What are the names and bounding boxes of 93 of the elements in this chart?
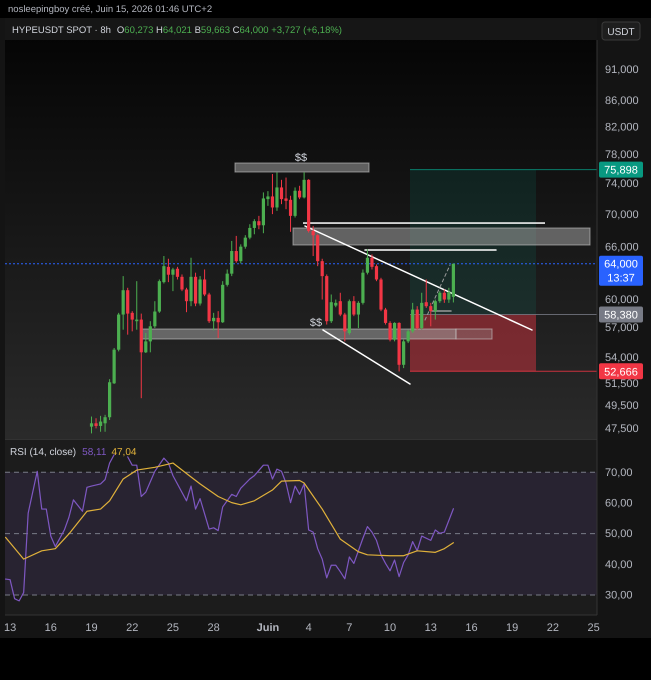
candlestick (234, 235, 238, 264)
candlestick (384, 307, 388, 326)
y-axis-title: USDT (607, 27, 635, 38)
x-tick-label: 13 (424, 622, 437, 634)
candlestick (406, 329, 410, 344)
y-tick-label: 60,00 (605, 497, 633, 510)
y-tick-label: 49,500 (605, 400, 639, 412)
chart-title: HYPEUSDT SPOT · 8h (12, 25, 111, 36)
candlestick (442, 289, 446, 304)
candlestick (252, 218, 256, 235)
x-tick-label: 13 (4, 622, 16, 634)
ref-line-label: 75,898 (604, 164, 638, 177)
candlestick (144, 332, 148, 354)
x-tick-label: 19 (85, 622, 98, 634)
x-tick-label: 22 (546, 622, 560, 634)
candlestick (388, 320, 392, 342)
candlestick (216, 310, 220, 339)
candlestick (416, 306, 419, 330)
candlestick (171, 267, 175, 292)
candlestick (338, 292, 342, 317)
text: O60,273 H64,021 B59,663 C64,000 +3,727 (+6,18%) (116, 25, 342, 36)
candlestick (392, 322, 396, 342)
y-tick-label: 54,000 (605, 352, 639, 364)
candlestick (288, 195, 292, 232)
candlestick (184, 287, 188, 313)
ref-line-label: 64,000 (604, 258, 638, 271)
candlestick (352, 296, 356, 317)
x-tick-label: 19 (506, 622, 518, 634)
annotation: 47,04 (111, 447, 137, 458)
x-tick-label: 7 (346, 622, 352, 634)
x-tick-label: 10 (384, 622, 396, 634)
ref-line-label: 52,666 (604, 366, 638, 378)
line-series (5, 462, 454, 560)
annotation: 58,11 (82, 447, 107, 458)
candlestick (275, 172, 279, 212)
text: 13:37 (607, 272, 635, 285)
y-tick-label: 51,500 (605, 378, 639, 390)
x-tick-label: 22 (126, 622, 138, 634)
text: RSI (14, close) (10, 447, 76, 458)
y-tick-label: 47,500 (605, 422, 639, 435)
chart-subtitle: nosleepingboy créé, Juin 15, 2026 01:46 UTC+2 (8, 4, 212, 15)
y-tick-label: 91,000 (605, 64, 639, 76)
candlestick (98, 415, 102, 432)
y-tick-label: 66,000 (605, 241, 639, 254)
x-tick-label: 28 (208, 622, 220, 634)
candlestick (257, 215, 260, 230)
candlestick (429, 302, 432, 327)
ref-line-label: 58,380 (604, 309, 638, 322)
y-tick-label: 74,000 (605, 178, 639, 190)
y-tick-label: 57,000 (605, 322, 639, 334)
candlestick (438, 290, 442, 304)
candlestick (320, 258, 324, 300)
y-tick-label: 70,000 (605, 208, 639, 221)
candlestick (239, 244, 242, 264)
candlestick (202, 268, 206, 297)
y-tick-label: 70,00 (605, 466, 633, 479)
annotation: $$ (310, 317, 322, 329)
candlestick (244, 234, 247, 250)
candlestick (343, 312, 346, 342)
candlestick (135, 280, 138, 330)
x-tick-label: 16 (44, 622, 57, 634)
candlestick (366, 248, 370, 275)
candlestick (148, 320, 152, 353)
candlestick (411, 302, 414, 334)
y-tick-label: 82,000 (605, 122, 639, 134)
x-tick-label: 25 (166, 622, 180, 634)
candlestick (434, 299, 437, 320)
y-tick-label: 60,000 (605, 294, 639, 306)
x-tick-label: 16 (465, 622, 478, 634)
candlestick (312, 225, 315, 257)
x-tick-label: 25 (587, 622, 600, 634)
candlestick (270, 174, 274, 215)
candlestick (176, 266, 180, 280)
y-tick-label: 50,00 (605, 528, 633, 540)
y-tick-label: 30,00 (605, 590, 633, 602)
candlestick (103, 414, 107, 432)
candlestick (356, 300, 360, 329)
y-tick-label: 78,000 (605, 149, 639, 162)
candlestick (248, 224, 252, 240)
candlestick (153, 300, 156, 329)
candlestick (230, 240, 234, 277)
x-tick-label: 4 (306, 622, 312, 634)
candlestick (180, 274, 184, 292)
x-tick-label: Juin (256, 622, 280, 634)
candlestick (402, 339, 406, 369)
candlestick (226, 268, 229, 288)
candlestick (424, 278, 428, 308)
candlestick (298, 185, 302, 200)
annotation: $$ (294, 152, 308, 164)
y-tick-label: 86,000 (605, 95, 639, 108)
y-tick-label: 40,00 (605, 558, 633, 571)
candlestick (280, 179, 284, 205)
candlestick (302, 172, 306, 199)
